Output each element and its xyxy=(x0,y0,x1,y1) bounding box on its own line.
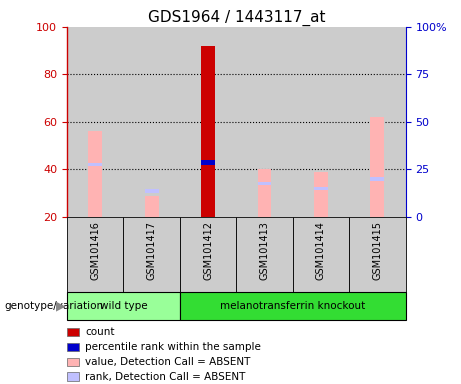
Text: ▶: ▶ xyxy=(56,300,65,313)
Bar xyxy=(258,182,272,185)
Bar xyxy=(201,160,215,165)
Text: melanotransferrin knockout: melanotransferrin knockout xyxy=(220,301,366,311)
Bar xyxy=(258,169,272,217)
Bar xyxy=(123,217,180,292)
Bar xyxy=(67,358,79,366)
Text: percentile rank within the sample: percentile rank within the sample xyxy=(85,342,261,352)
Text: GSM101415: GSM101415 xyxy=(372,221,383,280)
Text: GSM101416: GSM101416 xyxy=(90,221,100,280)
Bar xyxy=(180,293,406,320)
Text: value, Detection Call = ABSENT: value, Detection Call = ABSENT xyxy=(85,357,251,367)
Bar xyxy=(314,172,328,217)
Bar xyxy=(67,343,79,351)
Bar xyxy=(236,217,293,292)
Bar xyxy=(67,293,180,320)
Bar xyxy=(371,177,384,181)
Bar xyxy=(145,189,159,193)
Bar xyxy=(67,372,79,381)
Text: GSM101414: GSM101414 xyxy=(316,221,326,280)
Text: rank, Detection Call = ABSENT: rank, Detection Call = ABSENT xyxy=(85,372,246,382)
Bar xyxy=(371,117,384,217)
Bar xyxy=(67,328,79,336)
Text: GSM101417: GSM101417 xyxy=(147,221,157,280)
Text: count: count xyxy=(85,327,115,337)
Bar xyxy=(88,163,102,167)
Bar xyxy=(349,217,406,292)
Bar xyxy=(201,46,215,217)
Bar xyxy=(180,217,236,292)
Text: wild type: wild type xyxy=(100,301,147,311)
Bar xyxy=(88,131,102,217)
Bar xyxy=(145,195,159,217)
Bar xyxy=(67,217,123,292)
Text: genotype/variation: genotype/variation xyxy=(5,301,104,311)
Text: GSM101413: GSM101413 xyxy=(260,221,270,280)
Title: GDS1964 / 1443117_at: GDS1964 / 1443117_at xyxy=(148,9,325,25)
Bar xyxy=(314,187,328,190)
Bar xyxy=(293,217,349,292)
Text: GSM101412: GSM101412 xyxy=(203,221,213,280)
